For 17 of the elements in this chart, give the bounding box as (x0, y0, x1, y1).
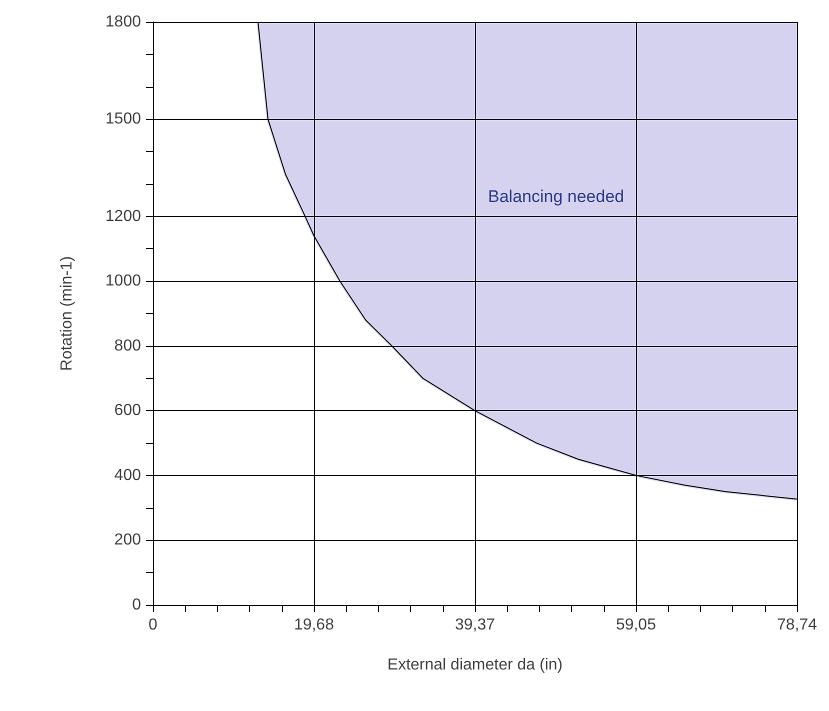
x-tick-label: 78,74 (776, 616, 818, 634)
y-tick-label: 1800 (105, 14, 142, 30)
x-tick-label: 39,37 (454, 616, 496, 634)
y-tick-label: 1200 (105, 208, 142, 225)
x-tick-label: 0 (148, 616, 158, 634)
y-axis-title: Rotation (min-1) (58, 256, 76, 371)
y-tick-label: 0 (132, 596, 142, 614)
y-tick-label: 1500 (105, 110, 142, 128)
x-axis-title: External diameter da (in) (387, 656, 563, 674)
annotation: Balancing needed (488, 187, 624, 206)
y-tick-label: 600 (114, 402, 142, 420)
y-tick-label: 400 (114, 466, 142, 484)
x-tick-label: 19,68 (294, 616, 334, 634)
y-tick-label: 800 (114, 337, 142, 354)
y-tick-label: 200 (114, 532, 142, 549)
x-tick-label: 59,05 (616, 616, 656, 634)
y-tick-label: 1000 (105, 272, 142, 290)
